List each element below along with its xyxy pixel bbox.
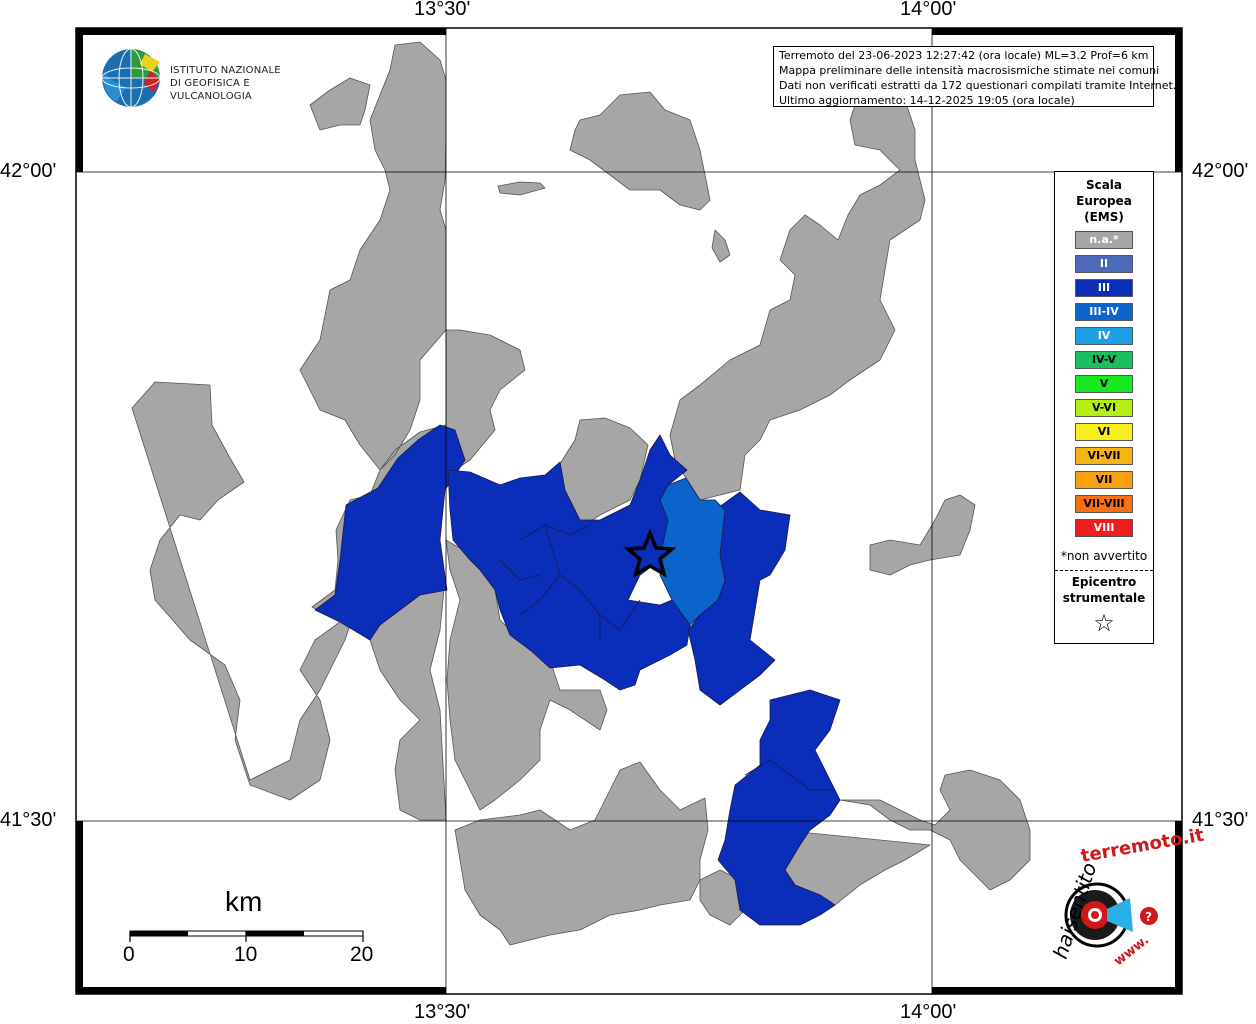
tick-bottom-1330: 13°30' bbox=[414, 1001, 471, 1023]
municipalities-intensity-iii bbox=[314, 424, 841, 926]
scale-bar-unit: km bbox=[225, 886, 263, 917]
frame-border-bars bbox=[76, 28, 1182, 994]
tick-right-4130: 41°30' bbox=[1192, 809, 1249, 831]
legend-items: n.a.* II III III-IV IV IV-V V V-VI VI VI-VII VII VI… bbox=[1055, 231, 1153, 537]
svg-text:?: ? bbox=[1145, 910, 1152, 924]
legend-epicenter-line-1: Epicentro bbox=[1071, 575, 1137, 589]
ingv-globe-icon bbox=[101, 48, 161, 108]
tick-top-1330: 13°30' bbox=[414, 0, 471, 20]
municipality-intensity-iii-iv bbox=[659, 477, 726, 626]
tick-left-4200: 42°00' bbox=[0, 160, 57, 182]
ingv-logo: ISTITUTO NAZIONALE DI GEOFISICA E VULCAN… bbox=[100, 48, 310, 110]
legend-item: n.a.* bbox=[1075, 231, 1133, 249]
graticule bbox=[76, 28, 1182, 994]
tick-bottom-1400: 14°00' bbox=[900, 1001, 957, 1023]
legend-item: III bbox=[1075, 279, 1133, 297]
info-line-1: Terremoto del 23-06-2023 12:27:42 (ora l… bbox=[779, 49, 1149, 62]
legend-item: IV bbox=[1075, 327, 1133, 345]
legend-title-line-2: Europea bbox=[1076, 194, 1132, 208]
logo-line-2: DI GEOFISICA E VULCANOLOGIA bbox=[170, 78, 252, 102]
legend-item: VI bbox=[1075, 423, 1133, 441]
info-line-2: Mappa preliminare delle intensità macros… bbox=[779, 64, 1160, 77]
tick-left-4130: 41°30' bbox=[0, 809, 57, 831]
legend-item: III-IV bbox=[1075, 303, 1133, 321]
legend-epicenter-label: Epicentro strumentale bbox=[1055, 574, 1153, 606]
legend-separator bbox=[1055, 570, 1153, 571]
event-info-box: Terremoto del 23-06-2023 12:27:42 (ora l… bbox=[773, 46, 1177, 107]
legend-note: *non avvertito bbox=[1060, 549, 1148, 563]
legend-item: VI-VII bbox=[1075, 447, 1133, 465]
info-line-3: Dati non verificati estratti da 172 ques… bbox=[779, 79, 1177, 92]
epicenter-star-icon bbox=[623, 528, 677, 578]
legend-item: IV-V bbox=[1075, 351, 1133, 369]
ingv-logo-text: ISTITUTO NAZIONALE DI GEOFISICA E VULCAN… bbox=[170, 64, 310, 103]
tick-right-4200: 42°00' bbox=[1192, 160, 1249, 182]
legend-item: VII bbox=[1075, 471, 1133, 489]
legend-item: V-VI bbox=[1075, 399, 1133, 417]
municipalities-not-felt bbox=[131, 41, 1031, 946]
scale-bar bbox=[129, 930, 364, 942]
legend-item: V bbox=[1075, 375, 1133, 393]
logo-line-1: ISTITUTO NAZIONALE bbox=[170, 65, 281, 76]
scale-label-20: 20 bbox=[350, 943, 374, 966]
tick-top-1400: 14°00' bbox=[900, 0, 957, 20]
legend-item: II bbox=[1075, 255, 1133, 273]
legend-star-icon: ☆ bbox=[1093, 609, 1115, 637]
legend-title: Scala Europea (EMS) bbox=[1055, 177, 1153, 225]
ems-legend: Scala Europea (EMS) n.a.* II III III-IV IV IV… bbox=[1054, 171, 1154, 644]
scale-label-10: 10 bbox=[234, 943, 258, 966]
scale-label-0: 0 bbox=[123, 943, 135, 966]
legend-epicenter-line-2: strumentale bbox=[1062, 591, 1146, 605]
legend-item: VII-VIII bbox=[1075, 495, 1133, 513]
legend-title-line-3: (EMS) bbox=[1084, 210, 1124, 224]
legend-title-line-1: Scala bbox=[1085, 178, 1123, 192]
legend-item: VIII bbox=[1075, 519, 1133, 537]
info-line-4: Ultimo aggiornamento: 14-12-2025 19:05 (… bbox=[779, 94, 1075, 107]
